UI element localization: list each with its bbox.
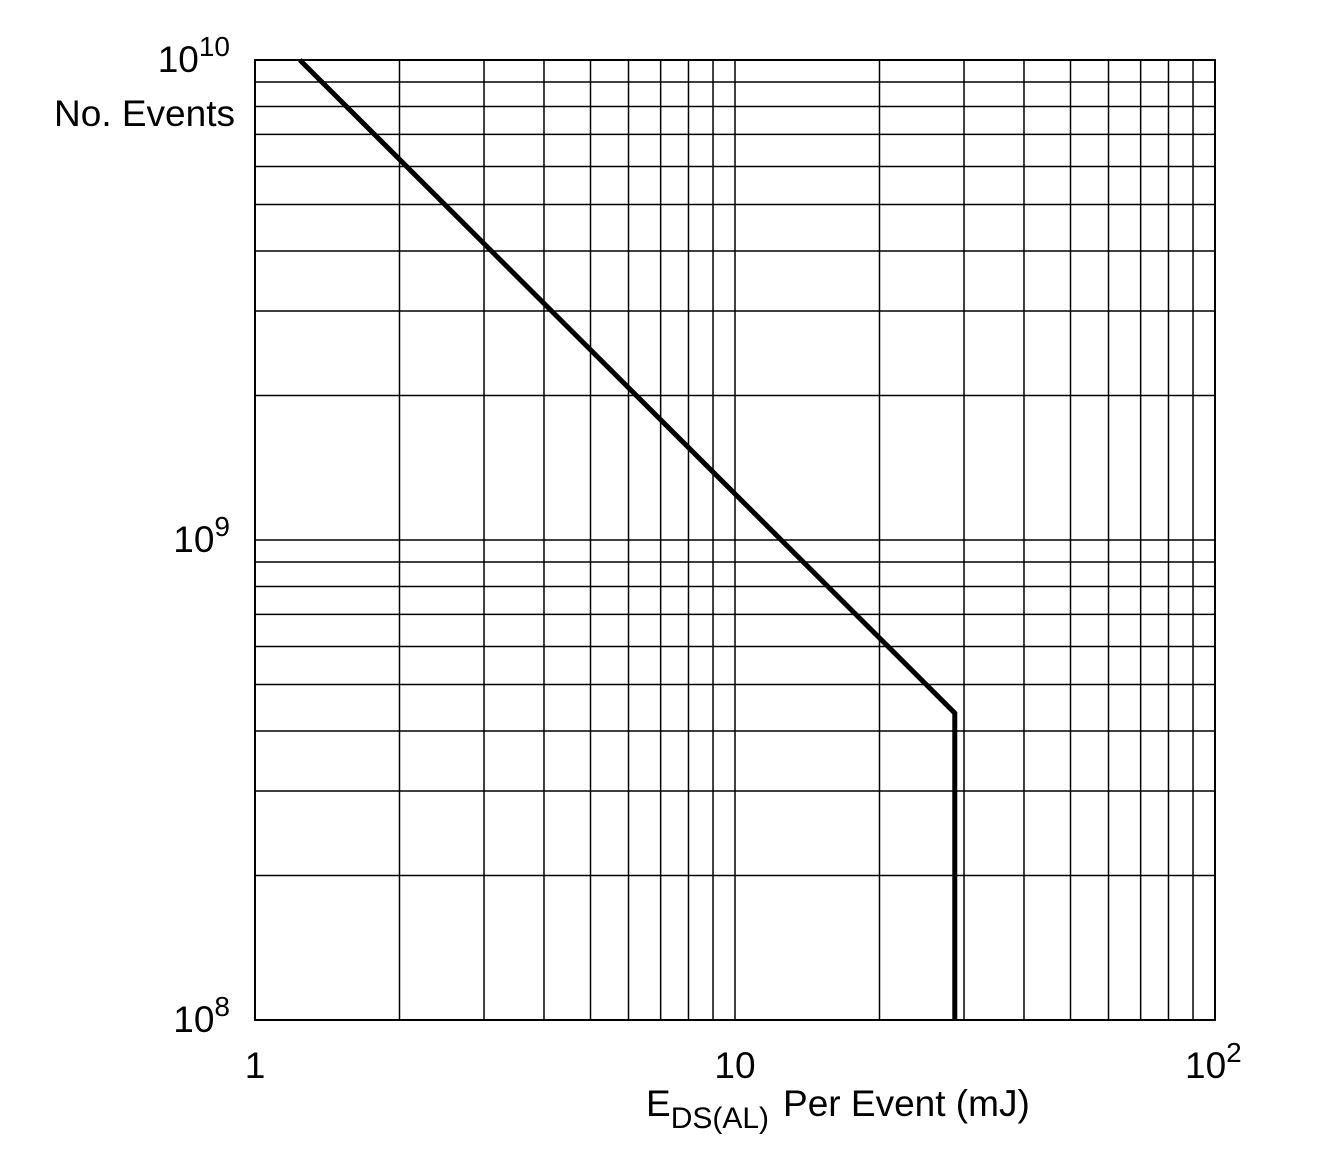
y-tick-label: 1010 — [158, 31, 230, 80]
y-tick-label: 109 — [173, 511, 230, 560]
x-axis-label-suffix: Per Event (mJ) — [783, 1083, 1030, 1124]
plot-frame — [254, 59, 1216, 1021]
x-tick-label: 102 — [1185, 1037, 1242, 1086]
y-tick-label-exponent: 8 — [214, 991, 230, 1022]
y-axis-label: No. Events — [54, 93, 235, 134]
y-tick-label-exponent: 10 — [199, 31, 230, 62]
x-axis-label: EDS(AL) Per Event (mJ) — [646, 1083, 1030, 1135]
x-tick-label: 1 — [245, 1045, 266, 1086]
data-line — [298, 58, 958, 1020]
y-tick-label-base: 10 — [173, 999, 214, 1040]
x-axis-label-main: E — [646, 1083, 671, 1124]
x-tick-label-exponent: 2 — [1226, 1037, 1242, 1068]
x-tick-label-base: 10 — [1185, 1045, 1226, 1086]
y-tick-label-base: 10 — [158, 39, 199, 80]
x-axis-label-subscript: DS(AL) — [671, 1102, 769, 1135]
y-tick-label-base: 10 — [173, 519, 214, 560]
y-tick-label: 108 — [173, 991, 230, 1040]
y-tick-label-exponent: 9 — [214, 511, 230, 542]
x-tick-label: 10 — [714, 1045, 755, 1086]
